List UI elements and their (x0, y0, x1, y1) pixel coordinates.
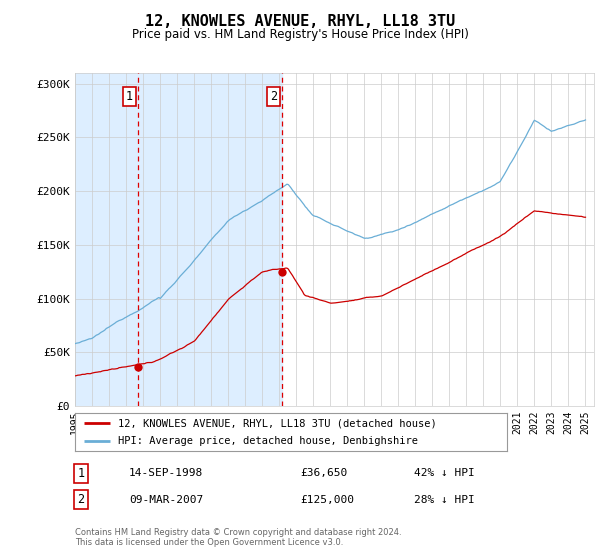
Text: £36,650: £36,650 (300, 468, 347, 478)
Text: 12, KNOWLES AVENUE, RHYL, LL18 3TU (detached house): 12, KNOWLES AVENUE, RHYL, LL18 3TU (deta… (118, 418, 437, 428)
Text: 1: 1 (126, 90, 133, 103)
Text: 2: 2 (271, 90, 277, 103)
Text: 1: 1 (77, 466, 85, 480)
Text: 09-MAR-2007: 09-MAR-2007 (129, 494, 203, 505)
Bar (138, 73, 283, 406)
Text: 2: 2 (77, 493, 85, 506)
Text: HPI: Average price, detached house, Denbighshire: HPI: Average price, detached house, Denb… (118, 436, 418, 446)
Text: 42% ↓ HPI: 42% ↓ HPI (414, 468, 475, 478)
Text: 12, KNOWLES AVENUE, RHYL, LL18 3TU: 12, KNOWLES AVENUE, RHYL, LL18 3TU (145, 14, 455, 29)
Text: Price paid vs. HM Land Registry's House Price Index (HPI): Price paid vs. HM Land Registry's House … (131, 28, 469, 41)
Text: 28% ↓ HPI: 28% ↓ HPI (414, 494, 475, 505)
Text: £125,000: £125,000 (300, 494, 354, 505)
Text: 14-SEP-1998: 14-SEP-1998 (129, 468, 203, 478)
Bar (75, 73, 138, 406)
Text: Contains HM Land Registry data © Crown copyright and database right 2024.
This d: Contains HM Land Registry data © Crown c… (75, 528, 401, 547)
